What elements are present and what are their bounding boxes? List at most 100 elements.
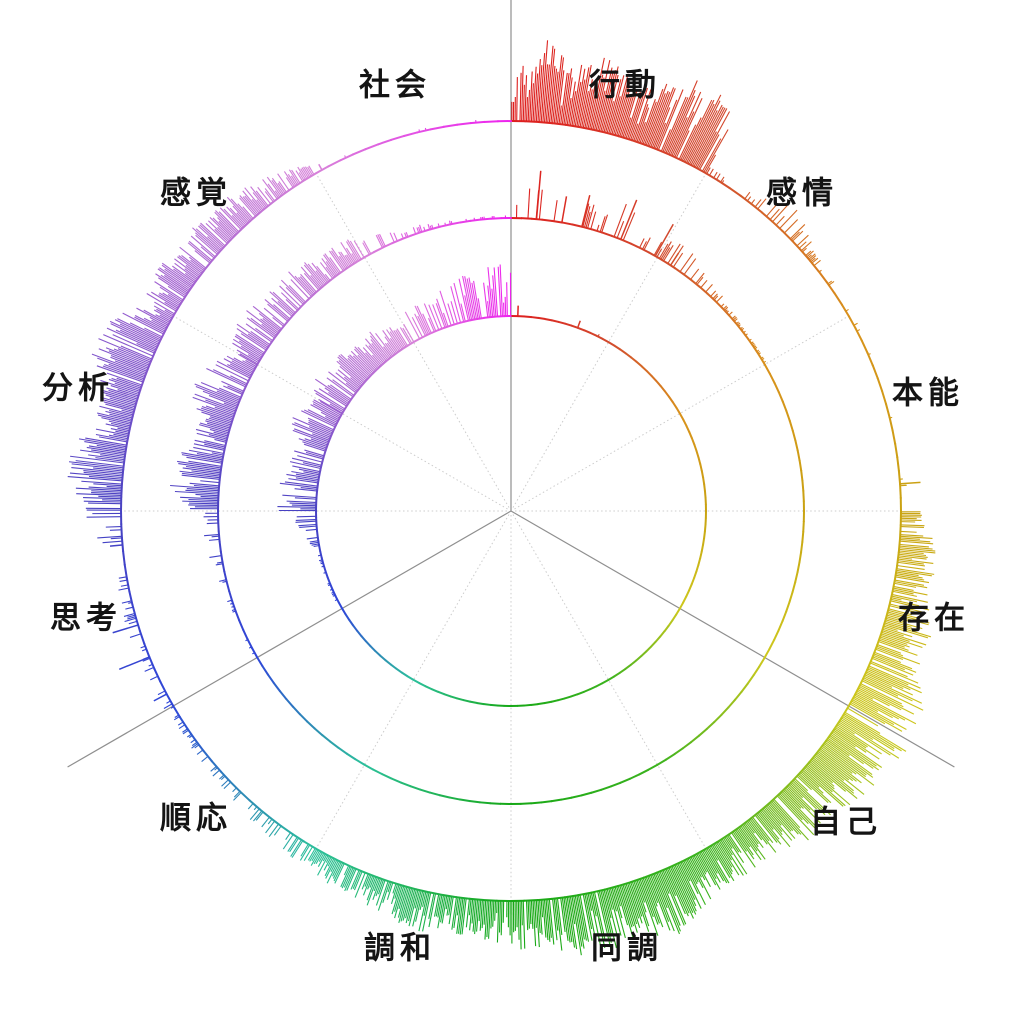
spike-outer — [676, 864, 697, 907]
spike-outer — [801, 771, 820, 788]
spike-middle — [189, 482, 219, 487]
spike-middle — [223, 358, 253, 374]
spike-outer — [807, 763, 835, 787]
spike-outer — [333, 863, 344, 882]
spike-inner — [326, 377, 353, 397]
spike-outer — [827, 739, 850, 757]
ring-arc-inner — [570, 324, 579, 329]
spike-outer — [106, 372, 142, 386]
spike-middle — [261, 323, 277, 336]
spike-middle — [726, 310, 729, 313]
spike-middle — [280, 292, 299, 310]
ring-arc-inner — [324, 570, 329, 579]
ring-arc-outer — [860, 339, 869, 354]
ring-arc-outer — [128, 590, 134, 606]
spike-outer — [805, 766, 851, 806]
ring-arc-middle — [256, 656, 264, 667]
spike-outer — [770, 802, 799, 835]
spike-outer — [266, 176, 282, 196]
spike-outer — [712, 845, 735, 882]
spike-outer — [261, 817, 270, 828]
spike-outer — [102, 390, 137, 402]
ring-arc-inner — [379, 360, 387, 367]
spike-middle — [262, 318, 280, 332]
spike-outer — [661, 871, 685, 926]
spike-outer — [900, 543, 929, 548]
spike-outer — [876, 647, 921, 665]
spike-inner — [294, 450, 323, 460]
spike-outer — [560, 72, 568, 124]
spike-inner — [403, 323, 415, 342]
ring-arc-middle — [221, 449, 226, 461]
ring-arc-outer — [482, 898, 498, 902]
spike-inner — [497, 266, 502, 316]
spike-outer — [850, 702, 903, 732]
spike-outer — [686, 859, 699, 883]
spike-outer — [282, 834, 294, 850]
ring-arc-outer — [470, 120, 485, 125]
spike-outer — [99, 405, 133, 416]
ring-arc-middle — [238, 390, 245, 402]
spike-outer — [543, 64, 550, 122]
ring-arc-middle — [713, 713, 723, 724]
spike-outer — [400, 888, 411, 922]
spike-middle — [240, 345, 261, 359]
ring-arc-outer — [194, 738, 205, 752]
ring-arc-outer — [832, 717, 843, 731]
spike-outer — [223, 208, 243, 229]
spike-outer — [125, 606, 133, 610]
ring-arc-outer — [853, 681, 863, 696]
spike-outer — [614, 83, 630, 135]
spike-middle — [231, 609, 235, 612]
spike-outer — [885, 620, 918, 632]
spike-middle — [315, 270, 327, 284]
spike-outer — [537, 900, 541, 934]
spike-outer — [740, 826, 766, 860]
spike-outer — [352, 871, 361, 889]
ring-arc-outer — [351, 865, 366, 874]
spike-outer — [88, 486, 122, 490]
spike-outer — [899, 552, 927, 557]
spike-middle — [288, 271, 312, 297]
spike-middle — [188, 460, 222, 467]
spike-inner — [305, 528, 317, 531]
ring-arc-inner — [316, 530, 319, 539]
spike-outer — [256, 199, 265, 209]
ring-arc-inner — [356, 384, 363, 392]
spike-outer — [97, 535, 122, 539]
spike-outer — [882, 628, 904, 637]
ring-arc-middle — [801, 531, 805, 543]
sector-label-honnou: 本能 — [892, 375, 964, 411]
spike-inner — [307, 409, 337, 425]
ring-arc-middle — [656, 256, 668, 264]
ring-arc-inner — [619, 348, 627, 355]
ring-arc-outer — [443, 123, 458, 128]
spike-outer — [122, 312, 164, 335]
spike-inner — [493, 267, 499, 317]
ring-arc-inner — [564, 322, 573, 327]
spike-outer — [317, 855, 329, 876]
ring-arc-outer — [854, 327, 863, 342]
spike-outer — [884, 624, 929, 639]
ring-arc-middle — [773, 629, 780, 641]
spike-outer — [837, 724, 882, 755]
spike-outer — [700, 851, 717, 880]
spike-outer — [372, 878, 381, 900]
spike-outer — [95, 433, 128, 441]
ring-arc-inner — [395, 348, 403, 355]
spike-outer — [115, 430, 129, 435]
spike-outer — [690, 104, 723, 165]
spike-inner — [282, 494, 317, 499]
spike-middle — [209, 555, 222, 559]
spike-outer — [100, 398, 135, 409]
spike-outer — [210, 766, 217, 772]
spike-inner — [435, 303, 446, 328]
spike-outer — [164, 309, 174, 316]
ring-arc-middle — [267, 337, 276, 348]
spike-outer — [164, 301, 177, 310]
ring-arc-outer — [403, 131, 418, 138]
spike-outer — [724, 837, 733, 849]
spike-inner — [352, 355, 372, 375]
ring-arc-outer — [565, 123, 580, 129]
spike-outer — [191, 742, 197, 747]
